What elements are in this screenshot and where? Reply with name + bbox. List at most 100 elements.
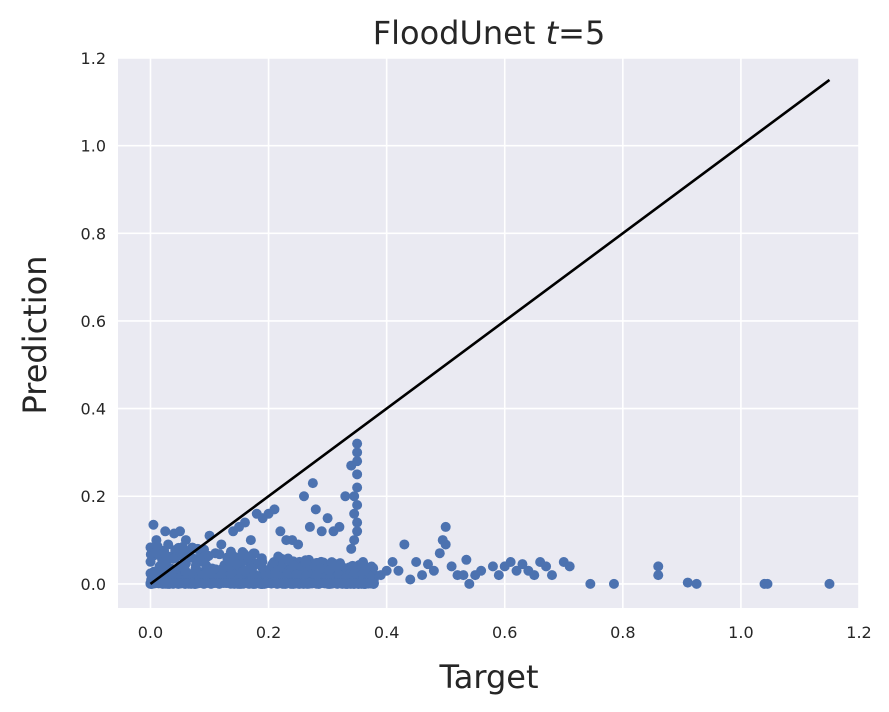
dense-point — [347, 560, 358, 571]
data-point — [352, 438, 363, 449]
data-point — [511, 565, 522, 576]
data-point — [824, 578, 835, 589]
data-point — [546, 570, 557, 581]
reference-line — [149, 78, 831, 585]
y-tick-labels: 0.0 0.2 0.4 0.6 0.8 1.0 1.2 — [81, 49, 106, 594]
data-point — [352, 482, 363, 493]
data-point — [585, 578, 596, 589]
y-tick-label: 1.2 — [81, 49, 106, 68]
dense-point — [359, 565, 370, 576]
dense-point — [256, 557, 267, 568]
data-point — [245, 535, 256, 546]
data-point — [517, 559, 528, 570]
data-point — [458, 570, 469, 581]
data-point — [440, 521, 451, 532]
data-point — [349, 491, 360, 502]
y-tick-label: 0.4 — [81, 400, 106, 419]
data-point — [148, 519, 159, 530]
y-axis-label: Prediction — [16, 256, 54, 415]
data-point — [434, 548, 445, 559]
data-point — [352, 517, 363, 528]
data-point — [417, 570, 428, 581]
x-tick-label: 0.0 — [138, 623, 163, 642]
data-point — [352, 526, 363, 537]
data-point — [381, 565, 392, 576]
dense-point — [180, 566, 191, 577]
y-tick-label: 0.0 — [81, 575, 106, 594]
y-tick-label: 0.8 — [81, 224, 106, 243]
data-point — [529, 570, 540, 581]
dense-point — [247, 563, 258, 574]
data-point — [307, 478, 318, 489]
data-point — [316, 526, 327, 537]
data-point — [762, 578, 773, 589]
y-tick-label: 0.2 — [81, 487, 106, 506]
data-point — [160, 526, 171, 537]
dense-point — [243, 552, 254, 563]
x-tick-labels: 0.0 0.2 0.4 0.6 0.8 1.0 1.2 — [138, 623, 872, 642]
data-point — [405, 574, 416, 585]
chart-title: FloodUnet t=5 — [373, 14, 606, 52]
data-point — [446, 561, 457, 572]
data-point — [461, 554, 472, 565]
data-point — [352, 500, 363, 511]
data-point — [293, 539, 304, 550]
dense-point — [326, 557, 337, 568]
data-point — [476, 565, 487, 576]
data-point — [349, 535, 360, 546]
data-point — [352, 447, 363, 458]
dense-point — [214, 549, 225, 560]
data-point — [352, 456, 363, 467]
data-point — [653, 561, 664, 572]
x-tick-label: 0.6 — [492, 623, 517, 642]
y-tick-label: 1.0 — [81, 137, 106, 156]
data-point — [411, 556, 422, 567]
dense-point — [288, 560, 299, 571]
dense-point — [177, 542, 188, 553]
dense-point — [367, 578, 378, 589]
x-tick-label: 0.2 — [256, 623, 281, 642]
data-point — [334, 521, 345, 532]
dense-point — [168, 553, 179, 564]
data-point — [422, 559, 433, 570]
data-point — [239, 517, 250, 528]
dense-point — [323, 565, 334, 576]
data-point — [564, 561, 575, 572]
data-point — [275, 526, 286, 537]
data-point — [653, 570, 664, 581]
data-point — [541, 561, 552, 572]
data-point — [310, 504, 321, 515]
data-point — [346, 543, 357, 554]
x-axis-label: Target — [439, 658, 539, 696]
data-point — [428, 565, 439, 576]
data-point — [216, 539, 227, 550]
data-point — [349, 508, 360, 519]
dense-point — [145, 556, 156, 567]
dense-point — [225, 557, 236, 568]
data-point — [269, 504, 280, 515]
data-point — [304, 521, 315, 532]
y-tick-label: 0.6 — [81, 312, 106, 331]
data-points — [145, 438, 835, 589]
data-point — [393, 565, 404, 576]
data-point — [322, 513, 333, 524]
data-point — [682, 577, 693, 588]
data-point — [399, 539, 410, 550]
data-point — [440, 539, 451, 550]
data-point — [387, 556, 398, 567]
data-point — [352, 469, 363, 480]
dense-point — [161, 559, 172, 570]
dense-point — [315, 563, 326, 574]
x-tick-label: 1.0 — [728, 623, 753, 642]
data-point — [493, 570, 504, 581]
data-point — [487, 561, 498, 572]
dense-point — [204, 567, 215, 578]
dense-point — [300, 557, 311, 568]
x-tick-label: 0.4 — [374, 623, 399, 642]
data-point — [464, 578, 475, 589]
dense-point — [192, 553, 203, 564]
dense-point — [150, 547, 161, 558]
dense-point — [273, 551, 284, 562]
data-point — [608, 578, 619, 589]
